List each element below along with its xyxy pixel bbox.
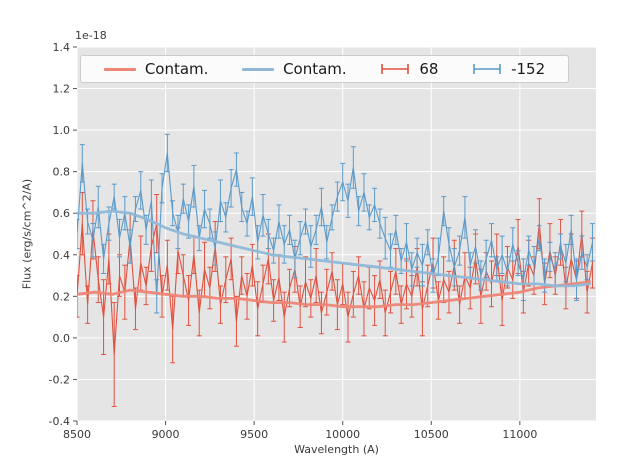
legend-label-68: 68: [419, 60, 439, 78]
svg-text:9000: 9000: [152, 428, 180, 441]
svg-text:10000: 10000: [325, 428, 360, 441]
svg-text:1.0: 1.0: [53, 124, 71, 137]
axes-background: [77, 47, 596, 421]
tick-labels: 8500 9000 9500 10000 10500 11000 -0.4 -0.2 0.0 0.…: [49, 41, 538, 441]
svg-text:-0.2: -0.2: [49, 373, 70, 386]
svg-text:9500: 9500: [240, 428, 268, 441]
svg-text:1.4: 1.4: [53, 41, 71, 54]
legend-item-68: 68: [380, 60, 438, 78]
legend-label-contam-red: Contam.: [144, 60, 209, 78]
legend-label-contam-blue: Contam.: [283, 60, 347, 78]
series-1: [77, 209, 591, 288]
svg-text:-0.4: -0.4: [49, 415, 70, 428]
svg-text:11000: 11000: [502, 428, 537, 441]
data-layer: [77, 133, 595, 407]
x-axis-label: Wavelength (A): [294, 443, 379, 456]
svg-text:0.6: 0.6: [53, 207, 71, 220]
legend-label-minus152: -152: [511, 60, 546, 78]
series-3: [77, 133, 595, 314]
svg-text:10500: 10500: [414, 428, 449, 441]
legend-item-contam-red: Contam.: [103, 60, 209, 78]
red-errorbar-sample: [380, 61, 410, 77]
legend-item-minus152: -152: [472, 60, 545, 78]
svg-text:0.4: 0.4: [53, 249, 71, 262]
svg-text:0.2: 0.2: [53, 290, 71, 303]
legend: Contam. Contam. 68 -152: [80, 55, 569, 83]
svg-text:1.2: 1.2: [53, 83, 71, 96]
y-axis-label: Flux (erg/s/cm^2/A): [20, 178, 34, 290]
svg-text:8500: 8500: [63, 428, 91, 441]
svg-text:0.8: 0.8: [53, 166, 71, 179]
series-0: [77, 280, 591, 309]
blue-errorbar-sample: [472, 61, 502, 77]
svg-text:0.0: 0.0: [53, 332, 71, 345]
legend-item-contam-blue: Contam.: [242, 60, 347, 78]
red-line-sample: [103, 67, 136, 71]
y-axis-offset-text: 1e-18: [75, 29, 107, 42]
blue-line-sample: [242, 67, 275, 71]
